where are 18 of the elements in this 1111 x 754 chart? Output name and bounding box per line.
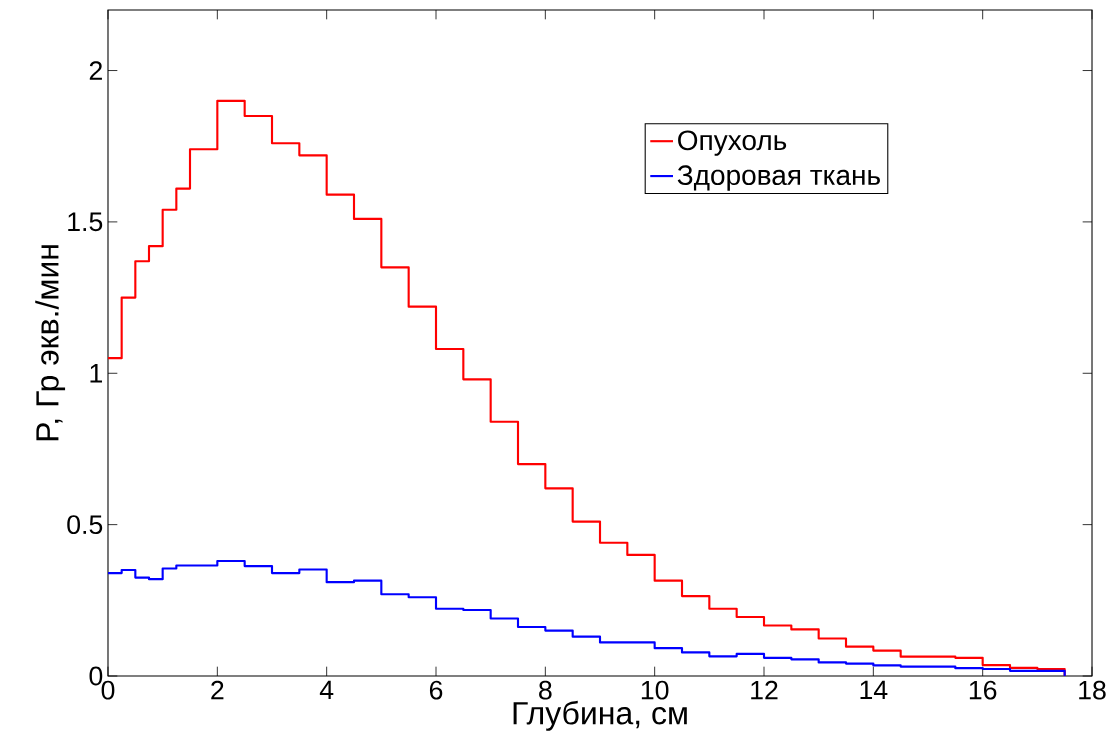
y-tick-label: 2 — [89, 61, 102, 80]
x-tick-label: 18 — [1079, 680, 1106, 700]
legend-label: Здоровая ткань — [677, 165, 880, 191]
y-tick-label: 0 — [89, 666, 103, 686]
x-tick-label: 16 — [969, 680, 997, 700]
y-tick-label: 0.5 — [67, 515, 103, 535]
x-tick-label: 2 — [211, 680, 224, 700]
x-tick-label: 8 — [539, 680, 552, 700]
x-tick-label: 4 — [319, 680, 334, 700]
x-tick-label: 6 — [429, 680, 443, 700]
x-axis-title: Глубина, см — [513, 700, 687, 731]
y-axis-title: P, Гр экв./мин — [35, 245, 66, 441]
legend-label: Опухоль — [678, 130, 787, 156]
y-tick-label: 1.5 — [68, 212, 103, 232]
x-tick-label: 14 — [860, 680, 888, 700]
y-tick-label: 1 — [90, 364, 102, 383]
x-tick-label: 10 — [641, 680, 669, 700]
x-tick-label: 12 — [751, 680, 778, 700]
